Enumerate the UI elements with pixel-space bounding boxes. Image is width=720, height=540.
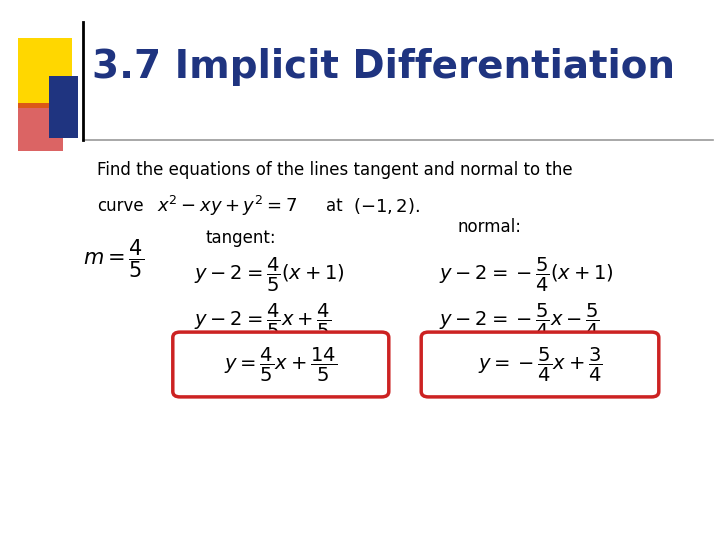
Text: $y = -\dfrac{5}{4}x + \dfrac{3}{4}$: $y = -\dfrac{5}{4}x + \dfrac{3}{4}$ (477, 346, 603, 383)
Text: curve: curve (97, 197, 144, 215)
Text: $y - 2 = \dfrac{4}{5}x + \dfrac{4}{5}$: $y - 2 = \dfrac{4}{5}x + \dfrac{4}{5}$ (194, 302, 331, 340)
Text: $y = \dfrac{4}{5}x + \dfrac{14}{5}$: $y = \dfrac{4}{5}x + \dfrac{14}{5}$ (224, 346, 338, 383)
Bar (18, 38, 72, 108)
Text: normal:: normal: (457, 218, 521, 236)
Text: $y - 2 = \dfrac{4}{5}(x+1)$: $y - 2 = \dfrac{4}{5}(x+1)$ (194, 256, 345, 294)
Text: $(-1, 2)$.: $(-1, 2)$. (353, 196, 420, 217)
Text: tangent:: tangent: (205, 228, 276, 247)
Bar (49, 76, 78, 138)
Text: $y - 2 = -\dfrac{5}{4}(x+1)$: $y - 2 = -\dfrac{5}{4}(x+1)$ (439, 256, 613, 294)
FancyBboxPatch shape (173, 332, 389, 397)
Bar (18, 103, 63, 151)
Text: $y - 2 = -\dfrac{5}{4}x - \dfrac{5}{4}$: $y - 2 = -\dfrac{5}{4}x - \dfrac{5}{4}$ (439, 302, 600, 340)
Text: $x^2 - xy + y^2 = 7$: $x^2 - xy + y^2 = 7$ (157, 194, 297, 218)
Text: at: at (326, 197, 343, 215)
Text: Find the equations of the lines tangent and normal to the: Find the equations of the lines tangent … (97, 161, 573, 179)
Text: 3.7 Implicit Differentiation: 3.7 Implicit Differentiation (92, 49, 675, 86)
FancyBboxPatch shape (421, 332, 659, 397)
Text: $m = \dfrac{4}{5}$: $m = \dfrac{4}{5}$ (83, 238, 144, 280)
